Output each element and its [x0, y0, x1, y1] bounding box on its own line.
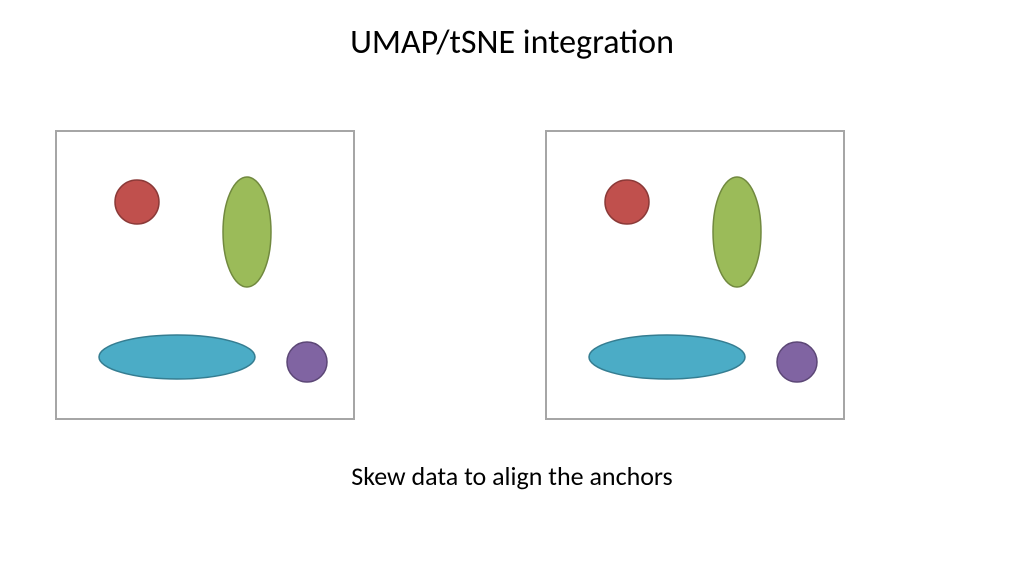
blue-ellipse-icon — [589, 335, 745, 379]
blue-ellipse-icon — [99, 335, 255, 379]
slide: UMAP/tSNE integration Skew data to align… — [0, 0, 1024, 576]
green-ellipse-icon — [223, 177, 271, 287]
panel-left — [55, 130, 355, 420]
slide-title: UMAP/tSNE integration — [0, 22, 1024, 63]
red-circle-icon — [605, 180, 649, 224]
slide-subtitle: Skew data to align the anchors — [0, 460, 1024, 492]
purple-circle-icon — [777, 342, 817, 382]
red-circle-icon — [115, 180, 159, 224]
panel-left-svg — [57, 132, 353, 418]
green-ellipse-icon — [713, 177, 761, 287]
panel-right — [545, 130, 845, 420]
panel-right-svg — [547, 132, 843, 418]
purple-circle-icon — [287, 342, 327, 382]
